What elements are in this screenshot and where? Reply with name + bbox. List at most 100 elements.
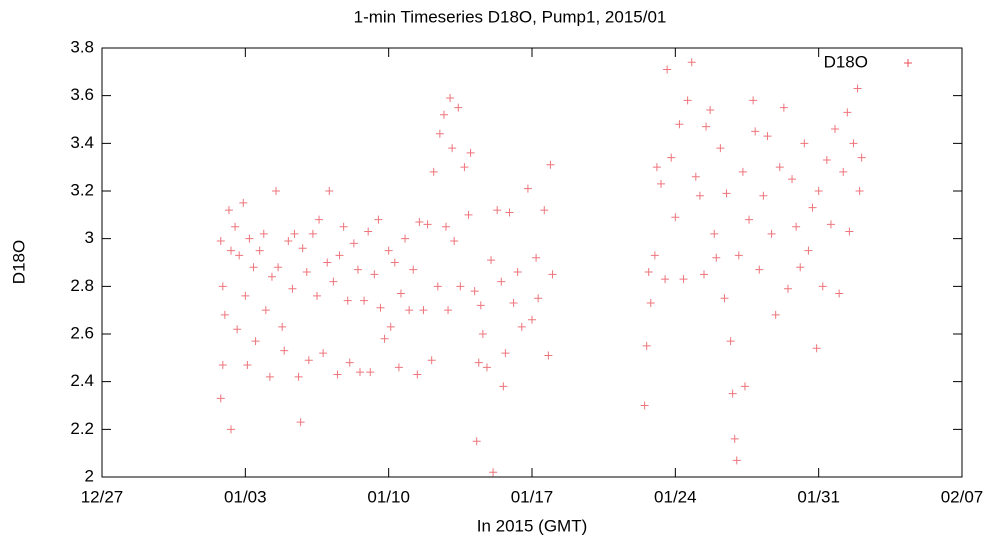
- point: [532, 253, 541, 262]
- point: [396, 289, 405, 298]
- point: [394, 363, 403, 372]
- point: [272, 187, 281, 195]
- point: [245, 234, 254, 243]
- point: [853, 84, 862, 93]
- point: [652, 163, 661, 172]
- point: [822, 156, 831, 165]
- point: [749, 96, 758, 105]
- point: [755, 265, 764, 274]
- point: [224, 206, 233, 215]
- point: [722, 189, 731, 198]
- point: [857, 153, 866, 162]
- point: [792, 222, 801, 231]
- point: [401, 234, 410, 243]
- point: [427, 356, 436, 365]
- point: [544, 351, 553, 360]
- plot-frame: [101, 47, 963, 478]
- point: [335, 251, 344, 260]
- point: [313, 291, 321, 300]
- point: [474, 358, 483, 367]
- x-tick-label: 02/07: [941, 487, 984, 506]
- point: [849, 139, 858, 148]
- y-tick-label: 2: [85, 466, 94, 485]
- point: [831, 125, 840, 134]
- point: [497, 277, 506, 286]
- point: [642, 341, 651, 350]
- point: [843, 108, 852, 117]
- point: [446, 94, 455, 103]
- point: [716, 144, 725, 153]
- point: [734, 251, 743, 260]
- x-tick-label: 01/31: [797, 487, 840, 506]
- point: [325, 187, 334, 195]
- point: [386, 322, 395, 331]
- point: [472, 437, 481, 446]
- point: [839, 167, 848, 176]
- y-tick-label: 3: [85, 228, 94, 247]
- point: [339, 222, 348, 231]
- point: [456, 282, 465, 291]
- point: [691, 172, 700, 181]
- point: [712, 253, 721, 262]
- legend-label: D18O: [824, 52, 868, 71]
- point: [231, 222, 240, 231]
- point: [679, 275, 688, 284]
- point: [329, 277, 338, 286]
- point: [384, 246, 393, 255]
- point: [323, 258, 332, 267]
- x-tick-label: 12/27: [81, 487, 124, 506]
- point: [233, 325, 242, 334]
- point: [667, 153, 676, 162]
- point: [364, 227, 373, 236]
- point: [409, 265, 418, 274]
- point: [695, 191, 704, 200]
- point: [771, 310, 780, 319]
- point: [788, 175, 797, 184]
- point: [650, 251, 659, 260]
- point: [499, 382, 508, 391]
- point: [478, 330, 487, 338]
- point: [360, 296, 369, 305]
- point: [671, 213, 680, 222]
- point: [800, 139, 809, 148]
- point: [826, 220, 835, 229]
- y-tick-label: 3.2: [70, 180, 94, 199]
- point: [413, 370, 422, 379]
- point: [216, 237, 225, 246]
- y-axis-label: D18O: [9, 240, 28, 284]
- point: [267, 272, 276, 281]
- point: [546, 160, 555, 169]
- point: [845, 227, 854, 236]
- x-tick-label: 01/24: [654, 487, 697, 506]
- point: [683, 96, 692, 105]
- point: [646, 299, 655, 308]
- point: [319, 349, 328, 358]
- point: [505, 208, 514, 217]
- x-tick-label: 01/17: [511, 487, 554, 506]
- point: [343, 296, 352, 305]
- point: [540, 206, 549, 215]
- point: [548, 270, 557, 279]
- point: [345, 358, 354, 367]
- point: [470, 287, 479, 296]
- point: [700, 270, 708, 279]
- point: [296, 418, 305, 427]
- point: [274, 263, 283, 272]
- point: [370, 270, 379, 279]
- point: [534, 294, 543, 303]
- point: [706, 105, 715, 114]
- point: [280, 346, 289, 355]
- point: [218, 360, 227, 369]
- point: [732, 456, 741, 465]
- point: [528, 315, 536, 324]
- point: [288, 284, 297, 293]
- point: [814, 187, 823, 195]
- point: [779, 103, 788, 112]
- point: [487, 256, 496, 265]
- point: [661, 275, 670, 284]
- point: [366, 368, 375, 377]
- point: [227, 425, 235, 434]
- point: [419, 306, 428, 315]
- point: [454, 103, 463, 112]
- point: [730, 434, 739, 443]
